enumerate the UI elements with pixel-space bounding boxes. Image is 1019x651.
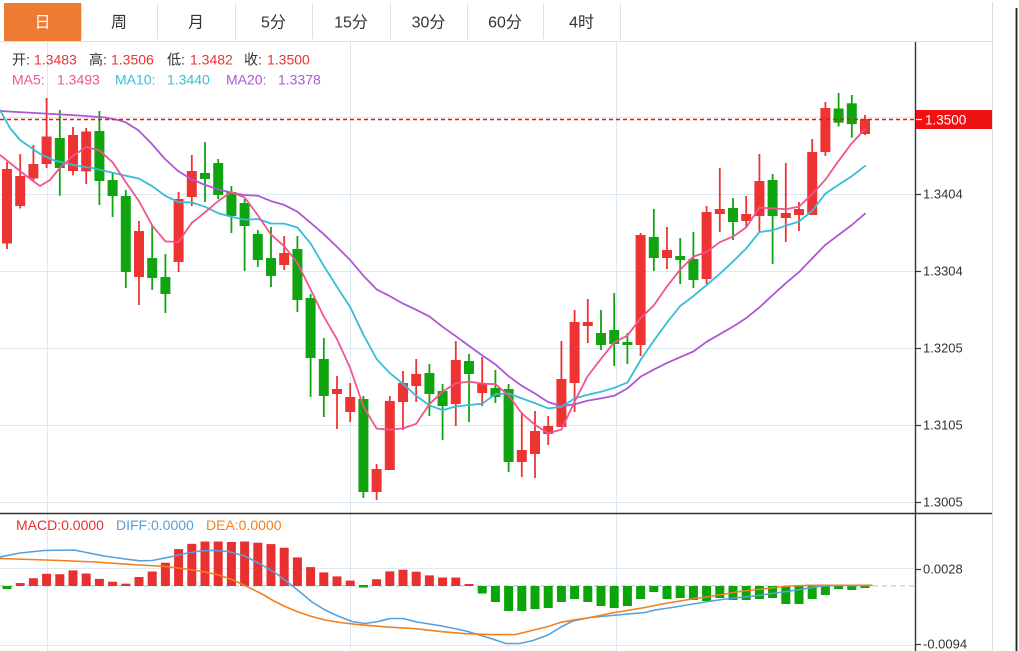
svg-text:0.0028: 0.0028	[923, 562, 963, 577]
svg-text:月: 月	[188, 15, 204, 32]
svg-text:30分: 30分	[412, 14, 446, 32]
svg-text:DIFF:0.0000: DIFF:0.0000	[116, 517, 194, 533]
svg-text:1.3005: 1.3005	[923, 495, 963, 510]
svg-text:低:: 低:	[167, 52, 185, 68]
svg-text:开:: 开:	[12, 52, 30, 68]
svg-text:周: 周	[111, 15, 127, 32]
svg-text:1.3493: 1.3493	[57, 72, 100, 88]
svg-text:MA10:: MA10:	[115, 72, 155, 88]
svg-text:日: 日	[34, 15, 50, 32]
svg-text:1.3304: 1.3304	[923, 264, 963, 279]
svg-text:MA20:: MA20:	[226, 72, 266, 88]
svg-text:1.3500: 1.3500	[267, 52, 310, 68]
svg-text:1.3105: 1.3105	[923, 418, 963, 433]
svg-text:1.3404: 1.3404	[923, 187, 963, 202]
svg-text:1.3205: 1.3205	[923, 341, 963, 356]
svg-text:4时: 4时	[569, 14, 594, 32]
svg-text:1.3440: 1.3440	[167, 72, 210, 88]
svg-text:MACD:0.0000: MACD:0.0000	[16, 517, 104, 533]
svg-text:1.3378: 1.3378	[278, 72, 321, 88]
svg-text:-0.0094: -0.0094	[923, 637, 967, 651]
svg-text:1.3483: 1.3483	[34, 52, 77, 68]
svg-text:5分: 5分	[261, 14, 286, 32]
svg-text:DEA:0.0000: DEA:0.0000	[206, 517, 282, 533]
svg-text:1.3500: 1.3500	[925, 113, 966, 128]
svg-text:1.3482: 1.3482	[190, 52, 233, 68]
svg-text:高:: 高:	[89, 52, 107, 68]
svg-text:MA5:: MA5:	[12, 72, 45, 88]
svg-text:60分: 60分	[488, 14, 522, 32]
svg-text:1.3506: 1.3506	[111, 52, 154, 68]
svg-text:收:: 收:	[244, 52, 262, 68]
svg-text:15分: 15分	[334, 14, 368, 32]
